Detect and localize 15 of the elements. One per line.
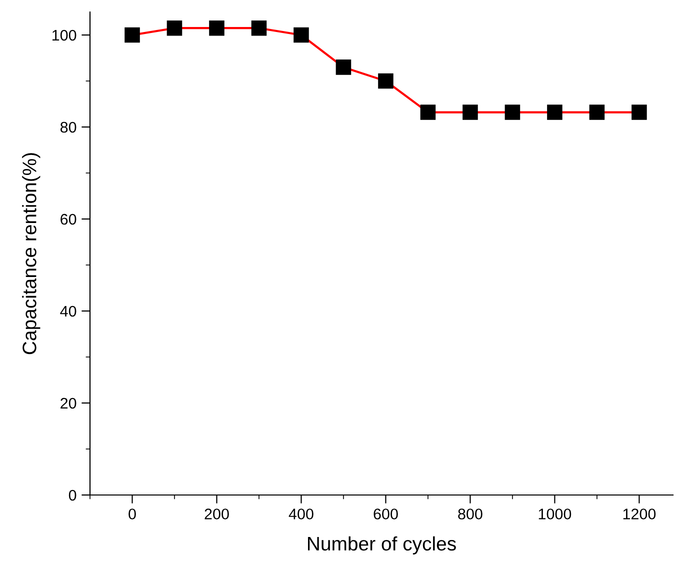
x-tick-label: 1000 [538,508,572,520]
x-tick-label: 200 [204,508,229,520]
y-tick-label: 20 [60,398,76,409]
x-tick-label: 400 [288,508,314,520]
y-tick-label: 100 [52,30,76,41]
x-tick-label: 600 [374,508,398,520]
y-tick-label: 40 [60,306,76,317]
y-tick-label: 60 [60,214,76,225]
x-tick-label: 800 [458,508,482,520]
y-tick-label: 80 [60,122,76,133]
y-axis-title: Capacitance rention(%) [22,153,40,354]
y-tick-label: 0 [68,490,76,501]
x-axis-title: Number of cycles [308,536,456,554]
x-tick-label: 0 [128,508,136,520]
x-tick-label: 1200 [623,508,656,520]
